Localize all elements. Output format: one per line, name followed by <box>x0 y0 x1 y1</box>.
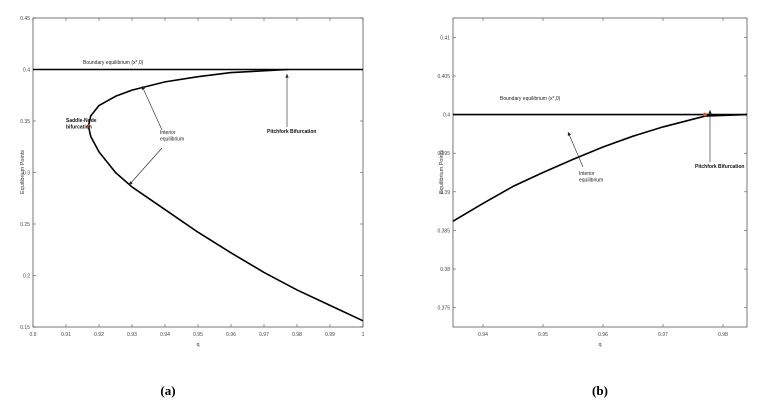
y-axis-label-b: Equilibrium Points <box>439 150 445 194</box>
y-tick-label-b: 0.395 <box>437 151 450 157</box>
annotation-group-b: Boundary equilibrium (x*,0) Interiorequil… <box>500 96 744 184</box>
annotation-saddle-node: Saddle-Node <box>66 118 97 124</box>
plot-frame-b <box>452 17 748 328</box>
y-tick-label-a: 0.45 <box>20 16 30 22</box>
y-tick-label-a: 0.2 <box>23 274 30 280</box>
x-tick-label-a: 0.93 <box>127 332 137 338</box>
annotation-pitchfork-a: Pitchfork Bifurcation <box>267 129 316 135</box>
arrow-interior-upper-a <box>141 85 163 131</box>
annotation-boundary-b: Boundary equilibrium (x*,0) <box>500 96 561 102</box>
y-tick-label-b: 0.41 <box>440 35 450 41</box>
x-tick-label-b: 0.94 <box>478 332 488 338</box>
y-tick-label-b: 0.385 <box>437 228 450 234</box>
y-tick-label-b: 0.38 <box>440 267 450 273</box>
x-tick-label-a: 0.99 <box>325 332 335 338</box>
y-tick-label-a: 0.15 <box>20 325 30 331</box>
annotation-pitchfork-b: Pitchfork Bifurcation <box>695 164 744 170</box>
arrow-interior-b <box>567 131 584 168</box>
tick-group-b: 0.94 0.95 0.96 0.97 0.98 0.375 0.38 0.385 0.39 0.… <box>437 18 747 338</box>
annotation-group-a: Boundary equilibrium (x*,0) Saddle-Nodebi… <box>66 60 316 186</box>
x-tick-label-a: 0.96 <box>226 332 236 338</box>
annotation-interior-b: Interior <box>579 171 595 177</box>
bifurcation-point-pitchfork <box>703 112 707 117</box>
x-tick-label-a: 0.9 <box>30 332 37 338</box>
x-tick-label-a: 1 <box>362 332 365 338</box>
annotation-saddle-node: bifurcation <box>66 125 92 131</box>
x-tick-label-a: 0.97 <box>259 332 269 338</box>
y-tick-label-b: 0.39 <box>440 190 450 196</box>
panel-a: 0.9 0.91 0.92 0.93 0.94 0.95 0.96 0.97 0.98 0.99 1… <box>20 16 365 398</box>
annotation-boundary-a: Boundary equilibrium (x*,0) <box>83 60 144 66</box>
series-interior-a <box>87 68 364 322</box>
panel-label-a: (a) <box>160 383 175 398</box>
x-tick-label-b: 0.97 <box>658 332 668 338</box>
y-tick-label-b: 0.405 <box>437 74 450 80</box>
arrow-pitchfork-b-head <box>708 110 712 114</box>
annotation-interior-b: equilibrium <box>579 178 603 184</box>
tick-group-a: 0.9 0.91 0.92 0.93 0.94 0.95 0.96 0.97 0.98 0.99 1… <box>20 16 364 338</box>
y-axis-label-a: Equilibrium Points <box>20 150 26 194</box>
x-tick-label-a: 0.91 <box>61 332 71 338</box>
bifurcation-point-saddle-node <box>86 124 91 128</box>
y-tick-label-a: 0.3 <box>23 171 30 177</box>
x-tick-label-a: 0.98 <box>292 332 302 338</box>
y-tick-label-a: 0.4 <box>23 68 30 74</box>
arrow-pitchfork-a-head <box>285 74 289 78</box>
x-tick-label-a: 0.95 <box>193 332 203 338</box>
arrow-interior-lower-a <box>128 147 163 186</box>
x-tick-label-a: 0.94 <box>160 332 170 338</box>
y-tick-label-b: 0.375 <box>437 306 450 312</box>
x-tick-label-a: 0.92 <box>94 332 104 338</box>
series-group-a <box>33 68 364 322</box>
y-tick-label-a: 0.25 <box>20 222 30 228</box>
series-interior-b <box>452 113 748 222</box>
annotation-interior-a: Interior <box>160 130 176 136</box>
x-tick-label-b: 0.98 <box>718 332 728 338</box>
series-group-b <box>452 112 748 222</box>
arrow-interior-lower-a-head <box>129 181 133 185</box>
x-axis-label-b: q <box>598 342 601 348</box>
x-tick-label-b: 0.95 <box>538 332 548 338</box>
arrow-interior-b-head <box>567 132 572 136</box>
annotation-interior-a: equilibrium <box>160 137 184 143</box>
y-tick-label-b: 0.4 <box>443 113 450 119</box>
y-tick-label-a: 0.35 <box>20 119 30 125</box>
arrow-interior-upper-a-head <box>141 86 146 90</box>
x-tick-label-b: 0.96 <box>598 332 608 338</box>
panel-label-b: (b) <box>592 383 608 398</box>
x-axis-label-a: q <box>196 342 199 348</box>
panel-b: 0.94 0.95 0.96 0.97 0.98 0.375 0.38 0.385 0.39 0.… <box>437 17 748 398</box>
